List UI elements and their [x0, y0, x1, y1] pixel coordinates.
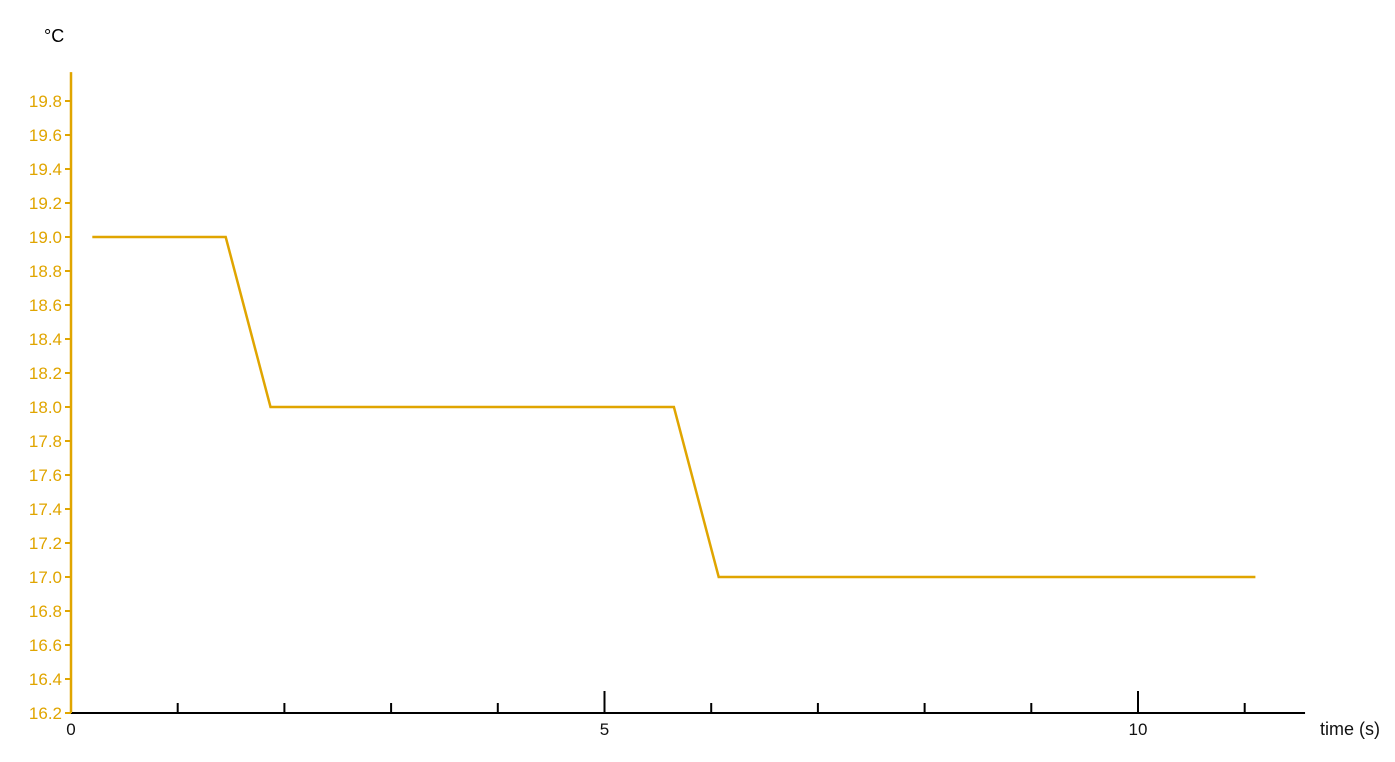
y-tick-label: 19.0: [29, 228, 62, 247]
y-tick-label: 19.8: [29, 92, 62, 111]
x-tick-label: 10: [1129, 720, 1148, 739]
y-tick-label: 16.2: [29, 704, 62, 723]
y-tick-label: 17.8: [29, 432, 62, 451]
y-tick-label: 19.4: [29, 160, 62, 179]
y-tick-label: 18.0: [29, 398, 62, 417]
y-tick-label: 17.4: [29, 500, 62, 519]
x-axis-label: time (s): [1320, 719, 1380, 739]
y-tick-label: 18.2: [29, 364, 62, 383]
y-tick-label: 16.6: [29, 636, 62, 655]
y-tick-label: 19.6: [29, 126, 62, 145]
y-tick-label: 18.6: [29, 296, 62, 315]
y-tick-label: 17.2: [29, 534, 62, 553]
y-tick-label: 16.8: [29, 602, 62, 621]
x-tick-label: 5: [600, 720, 609, 739]
y-tick-label: 17.6: [29, 466, 62, 485]
y-unit-label: °C: [44, 26, 64, 46]
y-tick-label: 16.4: [29, 670, 62, 689]
temperature-series-line: [92, 235, 1256, 579]
x-tick-label: 0: [66, 720, 75, 739]
y-tick-label: 17.0: [29, 568, 62, 587]
y-tick-label: 19.2: [29, 194, 62, 213]
y-tick-label: 18.8: [29, 262, 62, 281]
y-tick-label: 18.4: [29, 330, 62, 349]
